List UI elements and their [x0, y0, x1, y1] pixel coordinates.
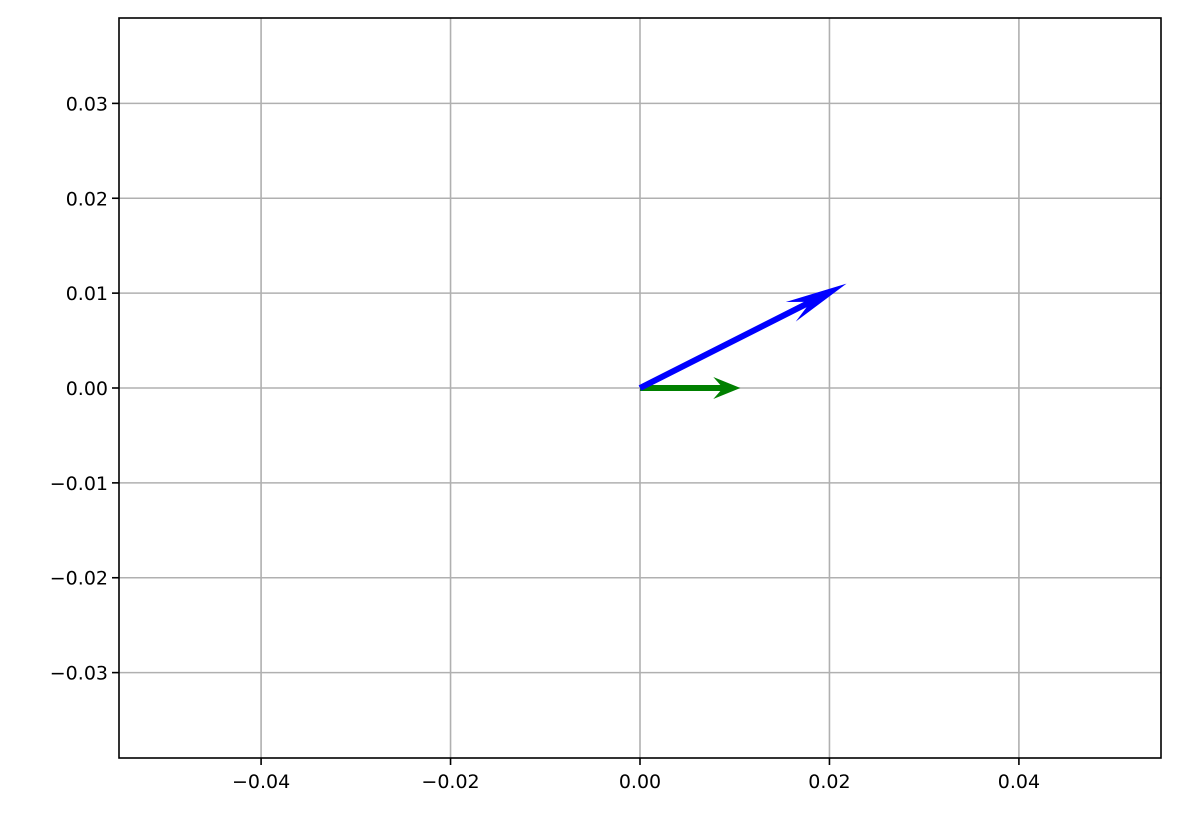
y-tick-label: 0.03 — [66, 93, 108, 115]
y-tick-label: −0.03 — [50, 663, 108, 685]
x-tick-label: 0.02 — [808, 771, 850, 793]
y-tick-label: −0.01 — [50, 473, 108, 495]
x-tick-label: −0.04 — [232, 771, 290, 793]
vector-arrow — [638, 283, 847, 391]
x-tick-label: 0.04 — [998, 771, 1040, 793]
y-tick-label: 0.00 — [66, 378, 108, 400]
x-tick-label: −0.02 — [421, 771, 479, 793]
vector-arrow — [640, 377, 741, 399]
vectors — [638, 283, 847, 399]
y-tick-label: −0.02 — [50, 568, 108, 590]
y-tick-label: 0.01 — [66, 283, 108, 305]
y-tick-label: 0.02 — [66, 188, 108, 210]
x-tick-label: 0.00 — [619, 771, 661, 793]
ticks: −0.04 −0.02 0.00 0.02 0.04 −0.03 −0.02 −0.01 0.0… — [50, 93, 1040, 793]
